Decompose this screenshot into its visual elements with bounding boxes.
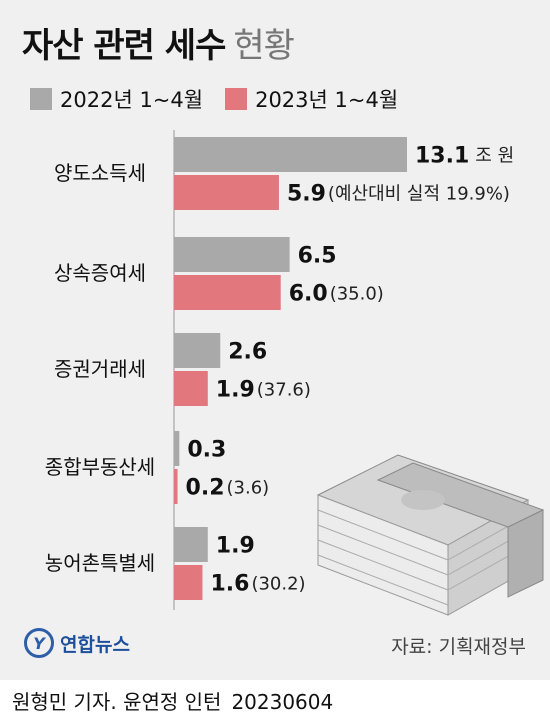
credit-authors: 원형민 기자. 윤연정 인턴: [12, 690, 222, 714]
value-label: 0.3: [187, 438, 226, 463]
value-label: 2.6: [228, 340, 267, 365]
progress-label: (35.0): [330, 284, 384, 305]
bar-2022: [174, 333, 221, 368]
credit-line: 원형민 기자. 윤연정 인턴 20230604: [12, 686, 343, 715]
source-note: 자료: 기획재정부: [391, 636, 526, 658]
progress-label: (37.6): [257, 380, 311, 401]
yonhap-logo: Y 연합뉴스: [24, 628, 130, 658]
legend-swatch-2022: [30, 88, 52, 110]
bar-2023: [174, 175, 279, 210]
legend-swatch-2023: [225, 88, 248, 110]
value-label: 1.6: [210, 572, 249, 597]
bar-2022: [174, 237, 290, 272]
category-label: 종합부동산세: [45, 455, 155, 479]
bar-2023: [174, 371, 208, 406]
bar-2023: [174, 275, 281, 310]
title-light: 현황: [233, 26, 295, 66]
credit-date: 20230604: [231, 690, 334, 714]
category-label: 농어촌특별세: [45, 551, 155, 575]
chart-title: 자산 관련 세수 현황: [22, 18, 295, 67]
legend-label-2022: 2022년 1~4월: [60, 88, 204, 112]
value-label: 1.9: [216, 378, 255, 403]
title-bold: 자산 관련 세수: [22, 26, 226, 66]
value-label: 6.5: [298, 244, 337, 269]
legend: 2022년 1~4월 2023년 1~4월: [30, 84, 420, 114]
value-label: 13.1: [415, 144, 469, 169]
value-label: 0.2: [186, 476, 225, 501]
value-label: 1.9: [216, 534, 255, 559]
bar-2022: [174, 527, 208, 562]
logo-mark-icon: Y: [24, 628, 54, 658]
bar-chart: 양도소득세 13.1 조 원 5.9 (예산대비 실적 19.9%) 상속증여세 6.5 6.…: [45, 130, 545, 616]
bar-2022: [174, 137, 407, 172]
value-label: 6.0: [289, 282, 328, 307]
category-label: 양도소득세: [54, 161, 146, 185]
legend-item-2022: 2022년 1~4월: [30, 84, 203, 114]
category-label: 상속증여세: [54, 261, 146, 285]
unit-label: 조 원: [475, 146, 514, 167]
legend-label-2023: 2023년 1~4월: [255, 88, 399, 112]
category-label: 증권거래세: [54, 357, 146, 381]
progress-label: (30.2): [251, 574, 305, 595]
progress-label: (3.6): [227, 478, 270, 499]
logo-text: 연합뉴스: [60, 633, 130, 656]
value-label: 5.9: [287, 182, 326, 207]
progress-label: (예산대비 실적 19.9%): [328, 184, 510, 205]
legend-item-2023: 2023년 1~4월: [225, 84, 398, 114]
money-stack-icon: [316, 454, 545, 616]
bar-2023: [174, 565, 203, 600]
bar-2022: [174, 431, 180, 466]
bar-2023: [174, 469, 178, 504]
